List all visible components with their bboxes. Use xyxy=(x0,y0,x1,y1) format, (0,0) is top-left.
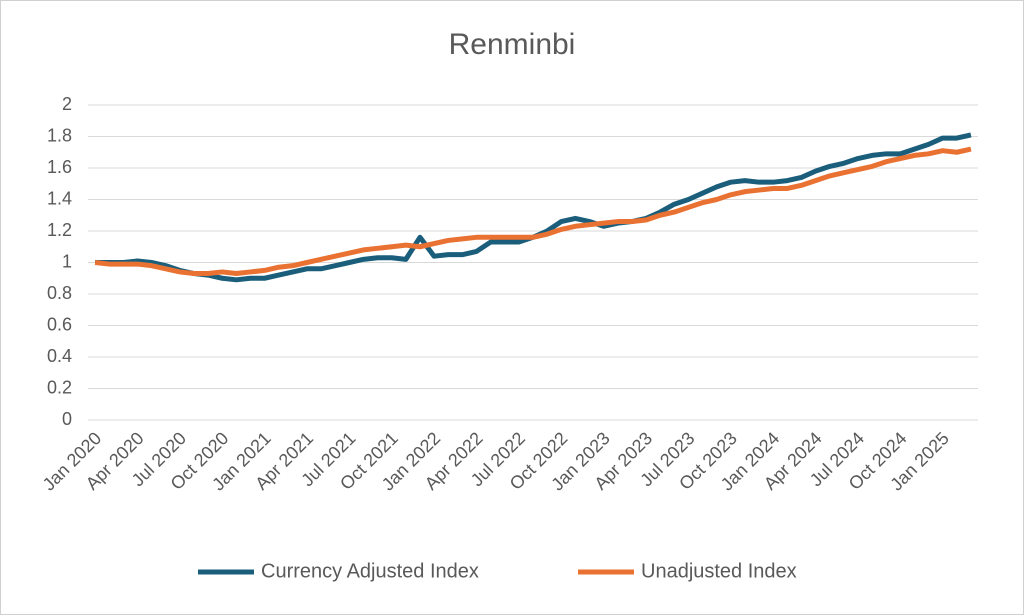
y-tick-label: 1.4 xyxy=(47,188,72,208)
y-tick-label: 0.8 xyxy=(47,283,72,303)
legend-label: Unadjusted Index xyxy=(641,560,797,582)
y-tick-label: 1.8 xyxy=(47,125,72,145)
y-tick-label: 1 xyxy=(62,251,72,271)
y-tick-label: 0.2 xyxy=(47,377,72,397)
y-tick-label: 0.6 xyxy=(47,314,72,334)
chart-title: Renminbi xyxy=(449,28,576,61)
y-tick-label: 0.4 xyxy=(47,346,72,366)
y-tick-label: 0 xyxy=(62,409,72,429)
legend-label: Currency Adjusted Index xyxy=(261,560,479,582)
y-tick-label: 1.6 xyxy=(47,157,72,177)
y-tick-label: 2 xyxy=(62,94,72,114)
y-tick-label: 1.2 xyxy=(47,220,72,240)
data-line xyxy=(94,146,972,277)
